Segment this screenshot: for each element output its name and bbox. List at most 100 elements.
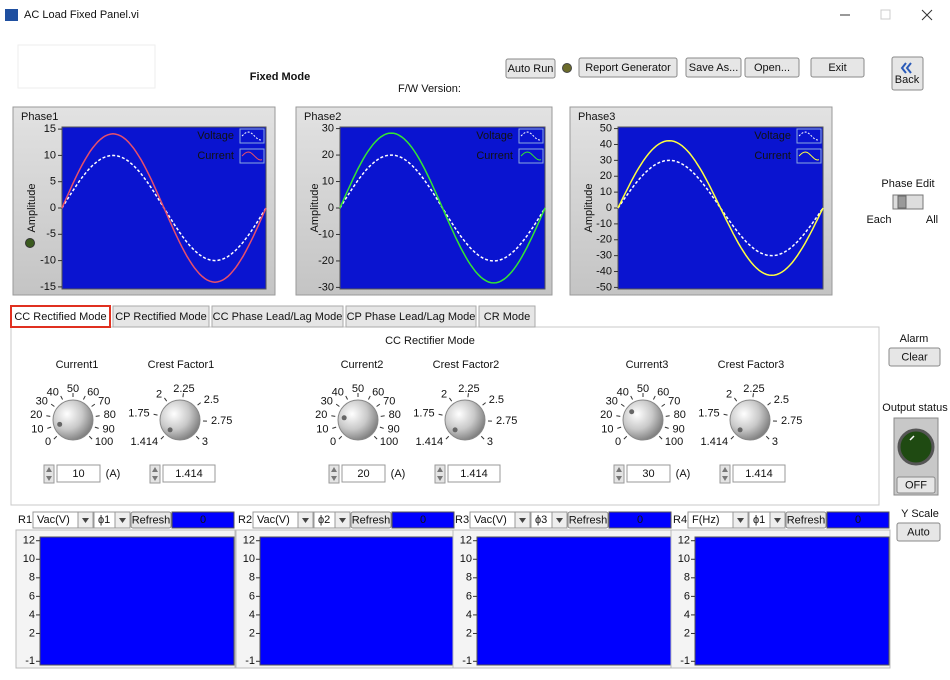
open-button-label[interactable]: Open...	[754, 62, 790, 74]
off-button[interactable]: OFF	[896, 476, 936, 494]
quantity-dropdown-label[interactable]: Vac(V)	[37, 514, 70, 526]
off-button-label[interactable]: OFF	[905, 479, 927, 491]
report-generator-button-label[interactable]: Report Generator	[585, 62, 671, 74]
quantity-dropdown-arrow[interactable]	[737, 518, 744, 523]
spin-buttons[interactable]	[149, 464, 161, 484]
phase-dropdown-arrow[interactable]	[556, 518, 563, 523]
quantity-dropdown-label[interactable]: F(Hz)	[692, 514, 720, 526]
refresh-button-label[interactable]: Refresh	[352, 514, 391, 526]
phase-dropdown[interactable]: ϕ3	[530, 511, 568, 529]
knob[interactable]	[444, 399, 486, 441]
tab-bg[interactable]	[10, 305, 111, 328]
spin-buttons[interactable]	[719, 464, 731, 484]
numeric-box[interactable]	[56, 464, 101, 483]
numeric-control[interactable]: 10	[43, 464, 101, 484]
tab-label[interactable]: CC Phase Lead/Lag Mode	[213, 311, 343, 323]
back-button[interactable]: Back	[891, 56, 924, 91]
phase-dropdown[interactable]: ϕ1	[93, 511, 131, 529]
refresh-button[interactable]: Refresh	[350, 511, 392, 529]
quantity-dropdown-arrow[interactable]	[302, 518, 309, 523]
auto-button-label[interactable]: Auto	[907, 526, 930, 538]
save-as-button-bg[interactable]	[685, 57, 742, 78]
numeric-box[interactable]	[162, 464, 216, 483]
tab[interactable]: CC Phase Lead/Lag Mode	[211, 305, 344, 328]
phase-dropdown-arrow[interactable]	[774, 518, 781, 523]
knob[interactable]	[729, 399, 771, 441]
tab-bg[interactable]	[211, 305, 344, 328]
phase-dropdown[interactable]: ϕ1	[748, 511, 786, 529]
refresh-button[interactable]: Refresh	[130, 511, 172, 529]
phase-dropdown-label[interactable]: ϕ3	[535, 514, 547, 526]
tab-bg[interactable]	[112, 305, 210, 328]
quantity-dropdown[interactable]: Vac(V)	[469, 511, 531, 529]
tab-label[interactable]: CR Mode	[484, 311, 530, 323]
auto-run-button-bg[interactable]	[505, 58, 556, 79]
report-generator-button-bg[interactable]	[578, 57, 678, 78]
tab[interactable]: CP Phase Lead/Lag Mode	[345, 305, 477, 328]
auto-button[interactable]: Auto	[896, 522, 941, 542]
numeric-value[interactable]: 1.414	[745, 468, 773, 480]
back-button-bg[interactable]	[891, 56, 924, 91]
save-as-button[interactable]: Save As...	[685, 57, 742, 78]
auto-button-bg[interactable]	[896, 522, 941, 542]
phase-edit-thumb[interactable]	[897, 195, 907, 209]
spin-buttons[interactable]	[434, 464, 446, 484]
back-label[interactable]: Back	[895, 74, 920, 86]
refresh-button-bg[interactable]	[567, 511, 609, 529]
numeric-box[interactable]	[626, 464, 671, 483]
spin-buttons[interactable]	[613, 464, 625, 484]
refresh-button[interactable]: Refresh	[785, 511, 827, 529]
refresh-button-label[interactable]: Refresh	[132, 514, 171, 526]
spin-arrows[interactable]	[331, 467, 337, 481]
clear-button-bg[interactable]	[888, 347, 941, 367]
spin-buttons[interactable]	[328, 464, 340, 484]
tab-bg[interactable]	[478, 305, 536, 328]
auto-run-button[interactable]: Auto Run	[505, 58, 556, 79]
tab-label[interactable]: CP Phase Lead/Lag Mode	[347, 311, 476, 323]
quantity-dropdown[interactable]: Vac(V)	[32, 511, 94, 529]
exit-button-label[interactable]: Exit	[828, 62, 846, 74]
knob[interactable]	[159, 399, 201, 441]
save-as-button-label[interactable]: Save As...	[689, 62, 739, 74]
tab[interactable]: CP Rectified Mode	[112, 305, 210, 328]
phase-dropdown-label[interactable]: ϕ1	[98, 514, 110, 526]
exit-button[interactable]: Exit	[810, 57, 865, 78]
numeric-control[interactable]: 1.414	[434, 464, 501, 484]
refresh-button[interactable]: Refresh	[567, 511, 609, 529]
quantity-dropdown[interactable]: F(Hz)	[687, 511, 749, 529]
refresh-button-bg[interactable]	[130, 511, 172, 529]
open-button-bg[interactable]	[744, 57, 800, 78]
clear-button-label[interactable]: Clear	[901, 351, 928, 363]
numeric-box[interactable]	[447, 464, 501, 483]
quantity-dropdown-label[interactable]: Vac(V)	[257, 514, 290, 526]
phase-dropdown-arrow[interactable]	[339, 518, 346, 523]
numeric-value[interactable]: 20	[357, 468, 369, 480]
numeric-box[interactable]	[341, 464, 386, 483]
tab-label[interactable]: CC Rectified Mode	[14, 311, 106, 323]
numeric-value[interactable]: 1.414	[175, 468, 203, 480]
refresh-button-label[interactable]: Refresh	[569, 514, 608, 526]
knob[interactable]	[52, 399, 94, 441]
auto-run-button-label[interactable]: Auto Run	[508, 63, 554, 75]
phase-dropdown-arrow[interactable]	[119, 518, 126, 523]
numeric-control[interactable]: 30	[613, 464, 671, 484]
open-button[interactable]: Open...	[744, 57, 800, 78]
numeric-box[interactable]	[732, 464, 786, 483]
maximize-button[interactable]	[880, 9, 891, 20]
phase-dropdown-label[interactable]: ϕ2	[318, 514, 330, 526]
close-button[interactable]	[921, 9, 933, 21]
numeric-value[interactable]: 30	[642, 468, 654, 480]
numeric-control[interactable]: 20	[328, 464, 386, 484]
numeric-value[interactable]: 1.414	[460, 468, 488, 480]
knob[interactable]	[337, 399, 379, 441]
spin-arrows[interactable]	[616, 467, 622, 481]
quantity-dropdown-arrow[interactable]	[82, 518, 89, 523]
quantity-dropdown-arrow[interactable]	[519, 518, 526, 523]
clear-button[interactable]: Clear	[888, 347, 941, 367]
quantity-dropdown[interactable]: Vac(V)	[252, 511, 314, 529]
tab-bg[interactable]	[345, 305, 477, 328]
off-button-bg[interactable]	[896, 476, 936, 494]
exit-button-bg[interactable]	[810, 57, 865, 78]
knob[interactable]	[622, 399, 664, 441]
report-generator-button[interactable]: Report Generator	[578, 57, 678, 78]
